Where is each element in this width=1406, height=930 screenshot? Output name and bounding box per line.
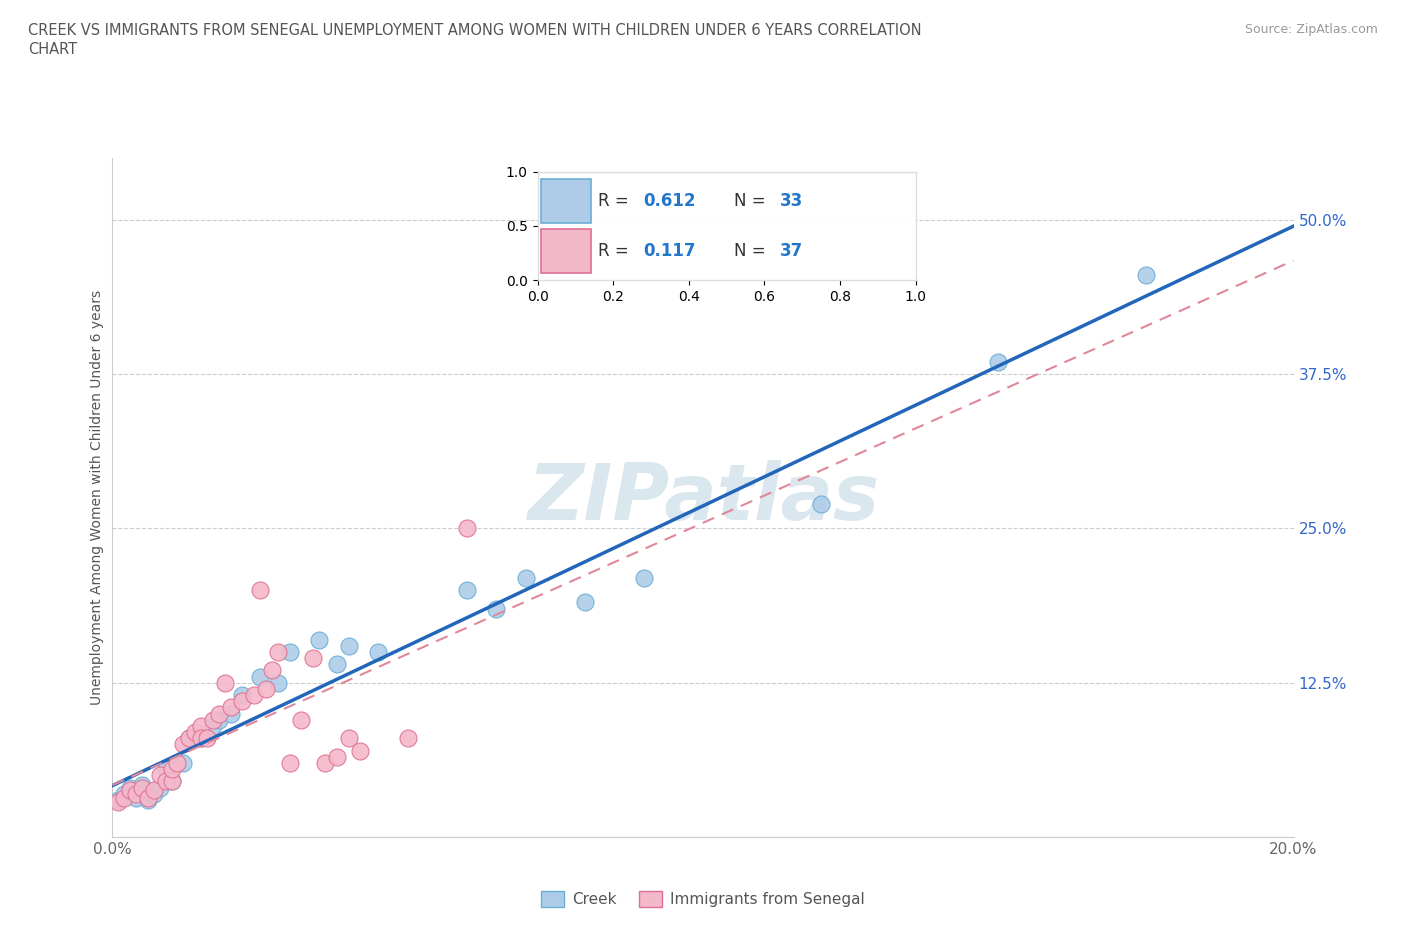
Point — [633, 570, 655, 585]
Point — [149, 780, 172, 795]
Point — [337, 638, 360, 653]
Point — [396, 731, 419, 746]
Text: CREEK VS IMMIGRANTS FROM SENEGAL UNEMPLOYMENT AMONG WOMEN WITH CHILDREN UNDER 6 : CREEK VS IMMIGRANTS FROM SENEGAL UNEMPLO… — [28, 23, 922, 38]
Point — [160, 774, 183, 789]
Point — [112, 790, 135, 805]
Point — [260, 663, 283, 678]
Text: CHART: CHART — [28, 42, 77, 57]
Point — [219, 706, 242, 721]
Point — [314, 755, 336, 770]
Point — [190, 719, 212, 734]
Point — [249, 669, 271, 684]
Point — [249, 583, 271, 598]
Point — [349, 743, 371, 758]
Point — [201, 719, 224, 734]
Text: ZIPatlas: ZIPatlas — [527, 459, 879, 536]
Point — [574, 595, 596, 610]
Point — [142, 783, 165, 798]
Point — [179, 731, 201, 746]
Point — [155, 774, 177, 789]
Point — [125, 787, 148, 802]
Point — [201, 712, 224, 727]
Point — [308, 632, 330, 647]
Point — [190, 731, 212, 746]
Point — [172, 737, 194, 751]
Point — [155, 762, 177, 777]
Point — [208, 712, 231, 727]
Point — [166, 755, 188, 770]
Point — [160, 762, 183, 777]
Point — [149, 768, 172, 783]
Text: Source: ZipAtlas.com: Source: ZipAtlas.com — [1244, 23, 1378, 36]
Point — [367, 644, 389, 659]
Point — [243, 687, 266, 702]
Point — [184, 724, 207, 739]
Point — [290, 712, 312, 727]
Point — [987, 354, 1010, 369]
Point — [456, 521, 478, 536]
Point — [131, 780, 153, 795]
Legend: Creek, Immigrants from Senegal: Creek, Immigrants from Senegal — [536, 884, 870, 913]
Point — [1135, 268, 1157, 283]
Point — [337, 731, 360, 746]
Point — [278, 755, 301, 770]
Point — [172, 755, 194, 770]
Y-axis label: Unemployment Among Women with Children Under 6 years: Unemployment Among Women with Children U… — [90, 290, 104, 705]
Point — [160, 774, 183, 789]
Point — [302, 651, 325, 666]
Point — [136, 792, 159, 807]
Point — [107, 792, 129, 807]
Point — [214, 675, 236, 690]
Point — [278, 644, 301, 659]
Point — [136, 790, 159, 805]
Point — [456, 583, 478, 598]
Point — [267, 644, 290, 659]
Point — [254, 682, 277, 697]
Point — [208, 706, 231, 721]
Point — [195, 731, 218, 746]
Point — [810, 497, 832, 512]
Point — [120, 783, 142, 798]
Point — [326, 657, 349, 671]
Point — [131, 777, 153, 792]
Point — [107, 795, 129, 810]
Point — [131, 783, 153, 798]
Point — [190, 731, 212, 746]
Point — [142, 787, 165, 802]
Point — [267, 675, 290, 690]
Point — [326, 750, 349, 764]
Point — [485, 601, 508, 616]
Point — [231, 694, 253, 709]
Point — [125, 790, 148, 805]
Point — [219, 700, 242, 715]
Point — [112, 787, 135, 802]
Point — [179, 731, 201, 746]
Point — [515, 570, 537, 585]
Point — [231, 687, 253, 702]
Point — [120, 780, 142, 795]
